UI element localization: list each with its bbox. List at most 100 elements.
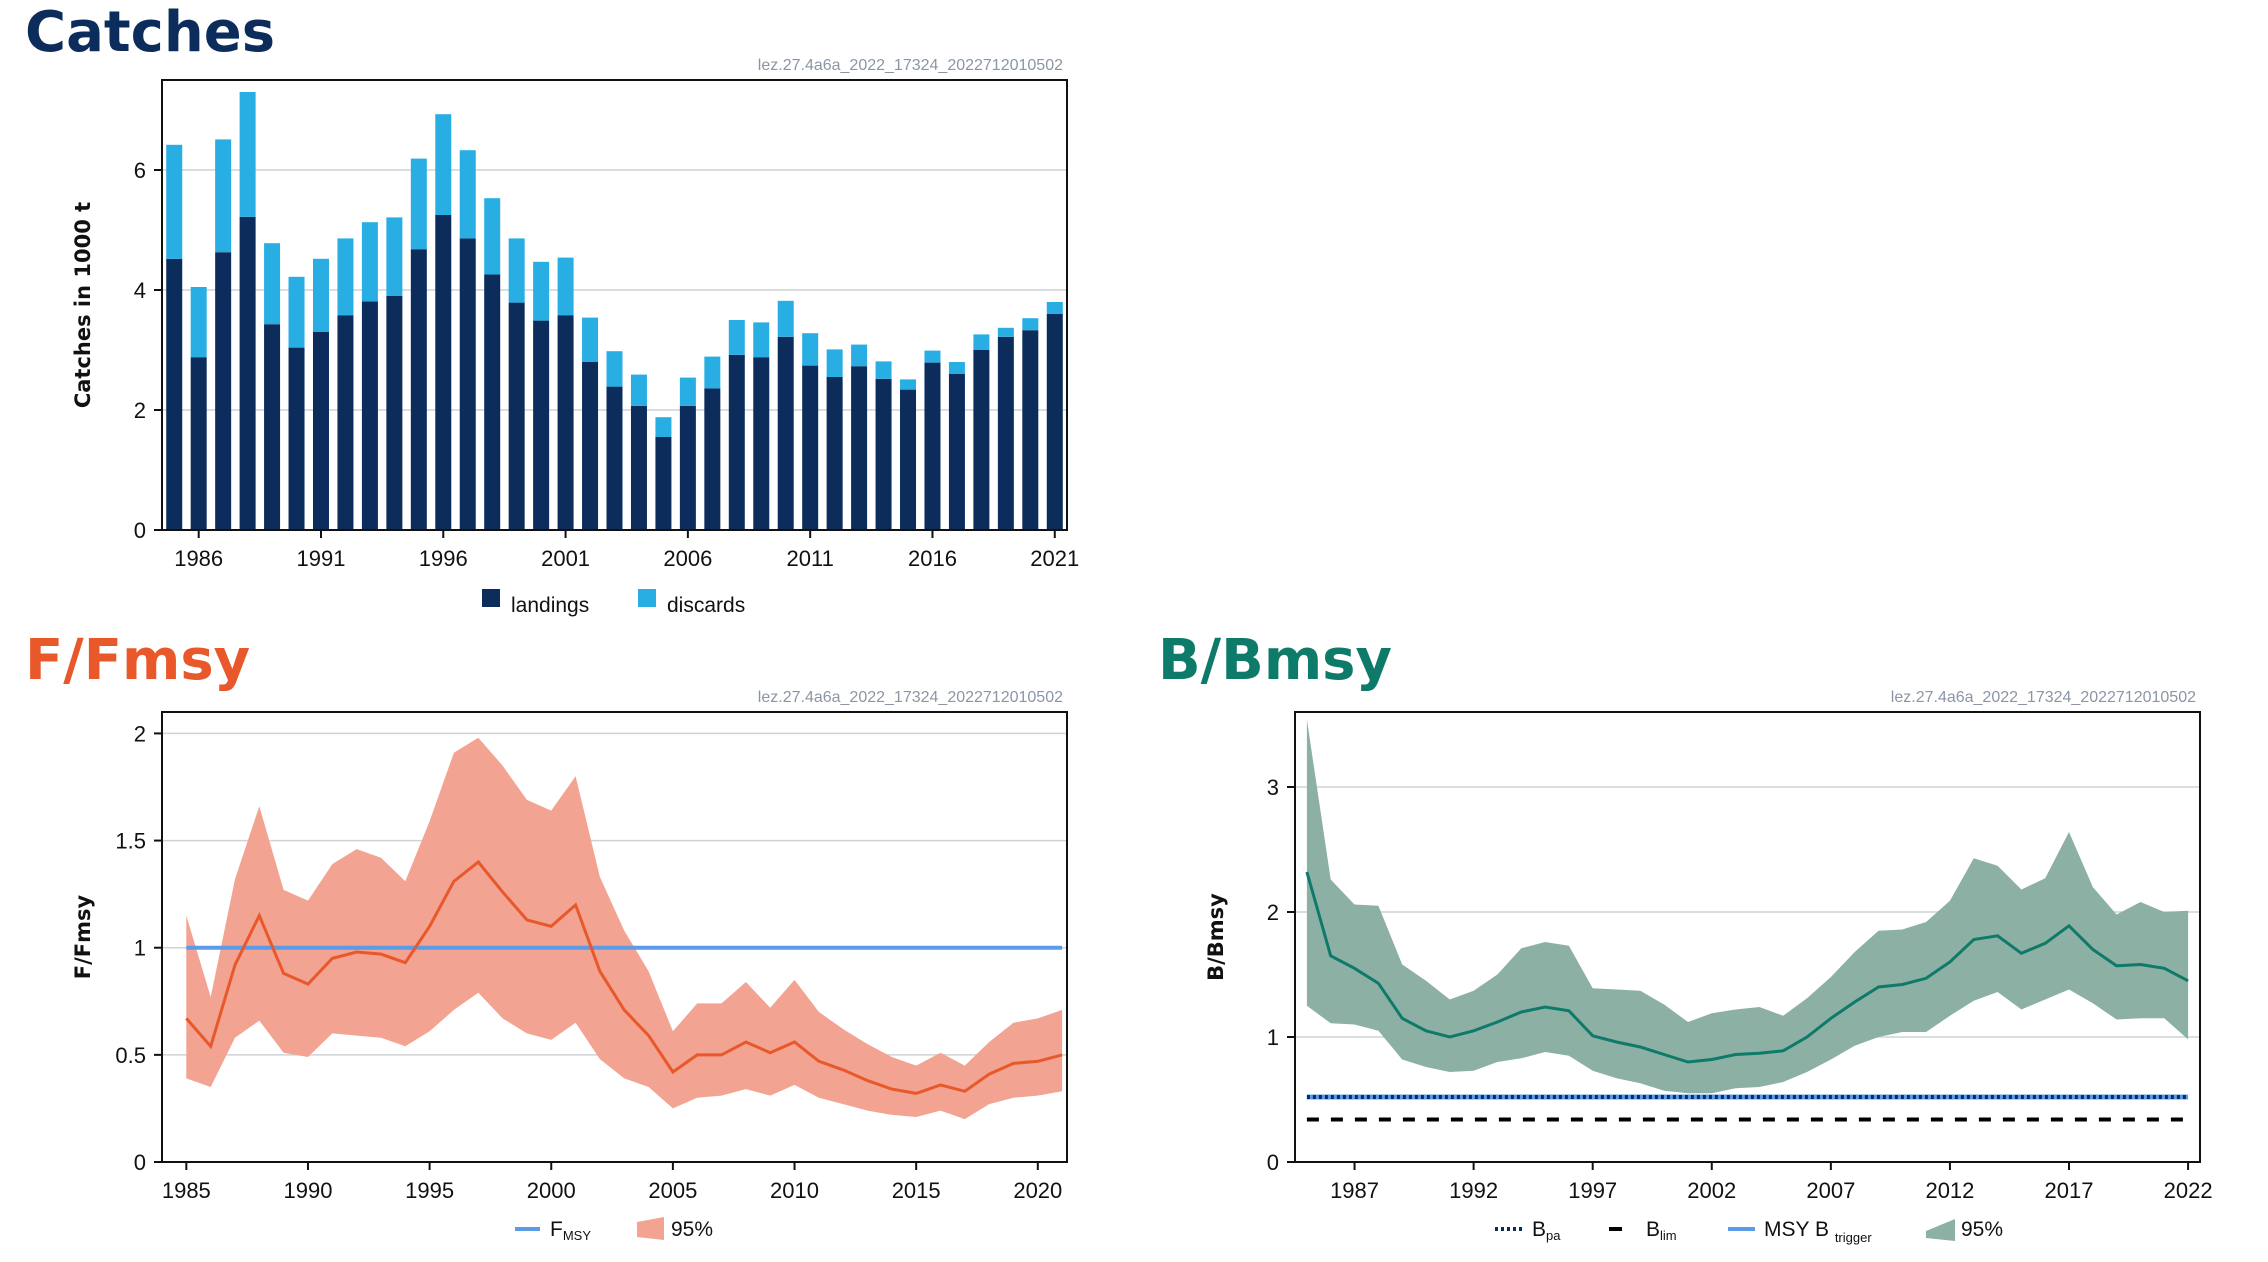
- discards-bar: [288, 276, 305, 348]
- legend-msy-btrigger-subscript: trigger: [1835, 1230, 1873, 1245]
- landings-bar: [851, 366, 868, 530]
- y-tick-label: 4: [134, 278, 146, 303]
- x-tick-label: 2017: [2045, 1178, 2094, 1203]
- landings-bar: [753, 357, 770, 530]
- landings-bar: [435, 215, 452, 530]
- legend-blim-label: Blim: [1646, 1218, 1677, 1243]
- b-bmsy-chart: lez.27.4a6a_2022_17324_2022712010502 0 1 2 3…: [1204, 689, 2213, 1245]
- x-tick-label: 2022: [2164, 1178, 2213, 1203]
- f-fmsy-title: F/Fmsy: [25, 628, 251, 693]
- legend-landings-swatch: [482, 589, 500, 607]
- f-fmsy-line: [185, 859, 1063, 1095]
- x-tick-label: 1991: [297, 546, 346, 571]
- landings-bar: [288, 347, 305, 530]
- landings-bar: [875, 378, 892, 530]
- discards-bar: [582, 317, 599, 362]
- y-axis-label: B/Bmsy: [1204, 893, 1228, 981]
- discards-bar: [337, 238, 354, 316]
- landings-bar: [900, 389, 917, 530]
- y-tick-label: 2: [1267, 900, 1279, 925]
- x-tick-label: 1995: [405, 1178, 454, 1203]
- x-tick-label: 2002: [1687, 1178, 1736, 1203]
- x-tick-label: 2005: [648, 1178, 697, 1203]
- x-tick-label: 2015: [892, 1178, 941, 1203]
- catches-title: Catches: [25, 0, 276, 65]
- x-tick-label: 2010: [770, 1178, 819, 1203]
- landings-bar: [166, 258, 183, 530]
- discards-bar: [704, 356, 721, 389]
- plot-frame: [161, 79, 1068, 531]
- y-tick-label: 0: [134, 518, 146, 543]
- landings-bar: [704, 388, 721, 530]
- landings-bar: [557, 315, 574, 530]
- landings-bar: [239, 216, 256, 531]
- y-tick-label: 2: [134, 721, 146, 746]
- y-tick-label: 0.5: [115, 1043, 146, 1068]
- x-tick-label: 2011: [787, 546, 834, 571]
- f-confidence-band: [186, 737, 1063, 1120]
- landings-bar: [386, 296, 403, 530]
- y-tick-label: 2: [134, 398, 146, 423]
- y-tick-label: 0: [1267, 1150, 1279, 1175]
- landings-bar: [1046, 314, 1063, 530]
- landings-bar: [459, 238, 476, 530]
- discards-bar: [1046, 302, 1063, 314]
- discards-bar: [606, 351, 623, 387]
- discards-bar: [557, 257, 574, 316]
- discards-bar: [215, 139, 232, 253]
- discards-bar: [802, 333, 819, 366]
- legend-95-swatch: [637, 1217, 664, 1240]
- discards-bar: [166, 144, 183, 259]
- landings-bar: [997, 336, 1014, 530]
- stock-id-label: lez.27.4a6a_2022_17324_2022712010502: [758, 689, 1063, 706]
- x-tick-label: 1996: [419, 546, 468, 571]
- discards-bar: [851, 344, 868, 367]
- plot-frame: [1294, 711, 2201, 1163]
- b-bmsy-line: [1305, 871, 2189, 1064]
- landings-bar: [973, 350, 990, 530]
- discards-bar: [679, 377, 696, 406]
- landings-bar: [728, 354, 745, 530]
- x-tick-label: 2016: [908, 546, 957, 571]
- landings-bar: [924, 362, 941, 530]
- x-tick-label: 1985: [162, 1178, 211, 1203]
- landings-bar: [312, 332, 329, 530]
- landings-bar: [630, 405, 647, 530]
- x-tick-label: 1990: [283, 1178, 332, 1203]
- discards-bar: [875, 361, 892, 379]
- discards-bar: [435, 114, 452, 215]
- plot-frame: [161, 711, 1068, 1163]
- landings-bar: [410, 249, 427, 530]
- discards-bar: [948, 362, 965, 374]
- landings-bar: [215, 252, 232, 530]
- legend-bpa-label: Bpa: [1532, 1218, 1561, 1243]
- landings-bar: [802, 365, 819, 530]
- y-tick-label: 3: [1267, 775, 1279, 800]
- discards-bar: [459, 150, 476, 239]
- y-tick-label: 6: [134, 158, 146, 183]
- discards-bar: [753, 322, 770, 358]
- landings-bar: [606, 386, 623, 530]
- x-tick-label: 2006: [663, 546, 712, 571]
- discards-bar: [826, 349, 843, 377]
- landings-bar: [337, 315, 354, 530]
- discards-bar: [900, 379, 917, 390]
- legend-landings-label: landings: [511, 594, 589, 617]
- discards-bar: [484, 198, 501, 275]
- catches-chart: lez.27.4a6a_2022_17324_2022712010502 0 2 4 6…: [71, 57, 1079, 617]
- discards-bar: [997, 327, 1014, 337]
- x-tick-label: 2000: [527, 1178, 576, 1203]
- legend-95-label: 95%: [1961, 1218, 2003, 1241]
- discards-bar: [1022, 318, 1039, 331]
- landings-bar: [826, 377, 843, 530]
- stock-id-label: lez.27.4a6a_2022_17324_2022712010502: [758, 57, 1063, 74]
- discards-bar: [361, 222, 378, 302]
- landings-bar: [361, 301, 378, 530]
- x-tick-label: 1986: [174, 546, 223, 571]
- f-fmsy-chart: lez.27.4a6a_2022_17324_2022712010502 0 0.5…: [71, 689, 1068, 1243]
- discards-bar: [655, 417, 672, 437]
- x-tick-label: 2007: [1806, 1178, 1855, 1203]
- legend-95-label: 95%: [671, 1218, 713, 1241]
- discards-bar: [386, 217, 403, 296]
